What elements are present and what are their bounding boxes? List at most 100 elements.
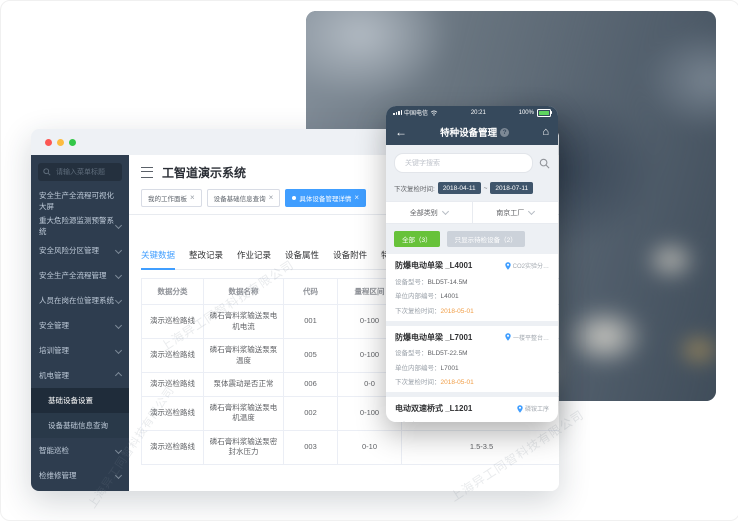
sidebar-item-label: 设备基础信息查询 — [48, 421, 108, 430]
chevron-down-icon — [114, 471, 123, 480]
maximize-traffic-light-icon[interactable] — [69, 138, 76, 146]
internal-code-value: L4001 — [440, 293, 459, 300]
dropdown-filter-row: 全部类别 南京工厂 — [386, 201, 558, 224]
next-inspection-label: 下次复检时间： — [395, 307, 441, 315]
equipment-title: 防爆电动单梁 _L7001 — [395, 332, 473, 342]
close-icon[interactable] — [354, 194, 359, 202]
table-row[interactable]: 演示巡检路线 磷石膏料浆输送泵密封水压力 003 0-10 1.5-3.5 — [141, 429, 559, 465]
battery-percent-label: 100% — [518, 109, 534, 116]
date-from-button[interactable]: 2018-04-11 — [437, 182, 481, 194]
chip-pending-inspection[interactable]: 只显示待检设备（2） — [446, 231, 525, 247]
chevron-down-icon — [114, 221, 123, 230]
model-label: 设备型号： — [395, 278, 428, 286]
phone-search-input[interactable] — [403, 158, 524, 168]
tab-key-data[interactable]: 关键数据 — [141, 249, 176, 270]
chevron-up-icon — [114, 371, 123, 380]
date-filter-label: 下次复检时间: — [394, 186, 435, 193]
sidebar-item-electromechanical-management[interactable]: 机电管理 — [31, 363, 129, 388]
internal-code-label: 单位内部编号： — [395, 364, 441, 372]
chevron-down-icon — [441, 207, 449, 216]
date-to-button[interactable]: 2018-07-11 — [490, 182, 534, 194]
next-inspection-label: 下次复检时间： — [395, 379, 441, 386]
sidebar-item-safety-management[interactable]: 安全管理 — [31, 313, 129, 338]
cell-control-range: 1.5-3.5 — [401, 429, 559, 465]
col-header-category: 数据分类 — [141, 278, 204, 305]
sidebar-item-personnel-on-duty-system[interactable]: 人员在岗在位管理系统 — [31, 288, 129, 313]
factory-dropdown[interactable]: 南京工厂 — [473, 202, 559, 223]
chevron-down-icon — [528, 207, 536, 216]
sidebar-item-label: 培训管理 — [39, 346, 69, 355]
hamburger-menu-icon[interactable] — [141, 167, 153, 178]
sidebar-item-label: 机电管理 — [39, 371, 69, 380]
sidebar-item-training-management[interactable]: 培训管理 — [31, 338, 129, 363]
tab-device-detail[interactable]: 具体设备管理详情 — [285, 189, 367, 207]
model-value: BLD5T-14.5M — [427, 278, 468, 286]
sidebar-search[interactable] — [38, 163, 126, 181]
model-label: 设备型号： — [395, 422, 428, 423]
equipment-card[interactable]: 电动双速桥式 _L1201 磷铵工序 设备型号：QD32/5T-25.5M 单位… — [386, 397, 558, 422]
sidebar: 安全生产全流程可视化大屏 重大危险源监测预警系统 安全风险分区管理 安全生产全流… — [31, 155, 129, 491]
cell-range: 0-10 — [337, 429, 402, 465]
model-value: QD32/5T-25.5M — [428, 422, 474, 423]
phone-nav-bar: 特种设备管理 — [386, 119, 558, 145]
cell-name: 磷石膏料浆输送泵密封水压力 — [203, 429, 284, 465]
mobile-app-panel: 中国电信 20:21 100% 特种设备管理 — [386, 106, 558, 422]
dropdown-value: 南京工厂 — [496, 209, 525, 217]
cell-category: 演示巡检路线 — [141, 372, 204, 397]
col-header-name: 数据名称 — [203, 278, 284, 305]
cell-code: 006 — [283, 372, 338, 397]
close-traffic-light-icon[interactable] — [45, 138, 52, 146]
sidebar-item-basic-device-setup[interactable]: 基础设备设置 — [31, 388, 129, 413]
sidebar-item-label: 安全管理 — [39, 321, 69, 330]
tab-label: 设备基础信息查询 — [213, 196, 266, 203]
equipment-card[interactable]: 防爆电动单梁 _L7001 一楼平整台… 设备型号：BLD5T-22.5M 单位… — [386, 325, 558, 392]
help-icon[interactable] — [500, 127, 510, 137]
sidebar-item-smart-inspection[interactable]: 智能巡检 — [31, 438, 129, 463]
sidebar-item-label: 智能巡检 — [39, 446, 69, 455]
close-icon[interactable] — [269, 194, 274, 202]
sidebar-item-label: 重大危险源监测预警系统 — [39, 215, 114, 236]
equipment-card[interactable]: 防爆电动单梁 _L4001 CO2实验分… 设备型号：BLD5T-14.5M 单… — [386, 254, 558, 321]
sidebar-item-visualization-screen[interactable]: 安全生产全流程可视化大屏 — [31, 188, 129, 213]
tab-label: 具体设备管理详情 — [299, 196, 352, 203]
tab-my-work-panel[interactable]: 我的工作面板 — [141, 189, 202, 207]
cell-code: 003 — [283, 429, 338, 465]
sidebar-search-input[interactable] — [54, 167, 126, 177]
phone-status-bar: 中国电信 20:21 100% — [386, 106, 558, 119]
cell-name: 磷石膏料浆输送泵电机电流 — [203, 304, 284, 339]
cell-category: 演示巡检路线 — [141, 304, 204, 339]
sidebar-item-maintenance-management[interactable]: 检维修管理 — [31, 463, 129, 488]
equipment-location: 一楼平整台… — [512, 335, 549, 342]
tab-device-attachments[interactable]: 设备附件 — [333, 250, 368, 260]
close-icon[interactable] — [190, 194, 195, 202]
sidebar-item-device-info-query[interactable]: 设备基础信息查询 — [31, 413, 129, 438]
chevron-down-icon — [114, 296, 123, 305]
date-range-tilde: ~ — [483, 184, 488, 192]
chip-all[interactable]: 全部（3） — [394, 231, 440, 247]
back-arrow-icon[interactable] — [395, 126, 407, 138]
main-header: 工智道演示系统 — [129, 155, 559, 186]
sidebar-item-label: 安全生产全流程可视化大屏 — [39, 190, 114, 211]
cell-category: 演示巡检路线 — [141, 395, 204, 431]
sidebar-item-safety-process-management[interactable]: 安全生产全流程管理 — [31, 263, 129, 288]
chevron-down-icon — [114, 346, 123, 355]
internal-code-value: L7001 — [440, 364, 459, 372]
internal-code-label: 单位内部编号： — [395, 293, 441, 300]
sidebar-item-label: 基础设备设置 — [48, 396, 93, 405]
tab-rectification-records[interactable]: 整改记录 — [189, 250, 224, 260]
dropdown-value: 全部类别 — [409, 209, 438, 217]
search-icon[interactable] — [539, 158, 550, 169]
col-header-code: 代码 — [283, 278, 338, 305]
equipment-location: 磷铵工序 — [524, 407, 549, 413]
sidebar-item-risk-zone-management[interactable]: 安全风险分区管理 — [31, 238, 129, 263]
minimize-traffic-light-icon[interactable] — [57, 138, 64, 146]
sidebar-item-hazard-warning-system[interactable]: 重大危险源监测预警系统 — [31, 213, 129, 238]
tab-device-attributes[interactable]: 设备属性 — [285, 250, 320, 260]
sidebar-item-label: 安全风险分区管理 — [39, 246, 99, 255]
tab-work-records[interactable]: 作业记录 — [237, 250, 272, 260]
phone-search-box[interactable] — [394, 153, 533, 173]
home-icon[interactable] — [542, 127, 549, 138]
category-dropdown[interactable]: 全部类别 — [386, 202, 473, 223]
cell-code: 005 — [283, 338, 338, 373]
tab-device-info-query[interactable]: 设备基础信息查询 — [206, 189, 281, 207]
